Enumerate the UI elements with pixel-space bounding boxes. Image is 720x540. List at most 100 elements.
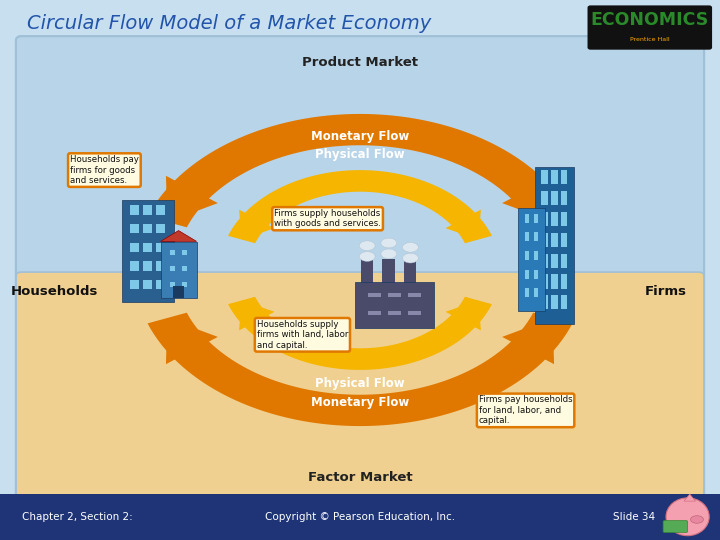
Bar: [143, 280, 152, 289]
Bar: [122, 200, 174, 302]
Bar: [355, 282, 434, 328]
Polygon shape: [502, 176, 554, 222]
Bar: [408, 293, 420, 297]
Bar: [541, 170, 548, 184]
Text: Households supply
firms with land, labor
and capital.: Households supply firms with land, labor…: [257, 320, 348, 350]
Text: Circular Flow Model of a Market Economy: Circular Flow Model of a Market Economy: [27, 14, 431, 33]
Bar: [552, 191, 557, 205]
Polygon shape: [166, 318, 218, 364]
Bar: [130, 224, 139, 233]
Bar: [534, 288, 538, 298]
Bar: [173, 286, 184, 298]
Polygon shape: [166, 176, 218, 222]
Bar: [552, 212, 557, 226]
Bar: [170, 249, 176, 255]
Bar: [561, 253, 567, 268]
Text: Physical Flow: Physical Flow: [315, 377, 405, 390]
Bar: [161, 241, 197, 298]
FancyBboxPatch shape: [16, 36, 704, 281]
Bar: [525, 288, 529, 298]
Bar: [143, 206, 152, 215]
Ellipse shape: [381, 249, 397, 259]
Bar: [534, 214, 538, 223]
Text: Chapter 2, Section 2:: Chapter 2, Section 2:: [22, 512, 132, 522]
Text: ECONOMICS: ECONOMICS: [590, 11, 708, 29]
Bar: [541, 253, 548, 268]
Bar: [181, 282, 187, 287]
FancyBboxPatch shape: [588, 5, 712, 50]
Bar: [525, 269, 529, 279]
Bar: [130, 243, 139, 252]
Bar: [525, 214, 529, 223]
Bar: [143, 224, 152, 233]
Bar: [156, 261, 165, 271]
Bar: [552, 295, 557, 309]
Bar: [541, 274, 548, 288]
Bar: [382, 259, 395, 297]
Ellipse shape: [359, 252, 375, 261]
Bar: [552, 274, 557, 288]
FancyBboxPatch shape: [663, 521, 688, 532]
Bar: [534, 167, 575, 324]
Bar: [170, 266, 176, 271]
Bar: [181, 266, 187, 271]
Bar: [181, 249, 187, 255]
Bar: [534, 269, 538, 279]
Bar: [143, 261, 152, 271]
Polygon shape: [161, 231, 197, 241]
Bar: [130, 261, 139, 271]
Bar: [541, 212, 548, 226]
Text: Prentice Hall: Prentice Hall: [629, 37, 670, 42]
Text: Product Market: Product Market: [302, 56, 418, 69]
Polygon shape: [239, 210, 274, 240]
Bar: [534, 251, 538, 260]
Text: Firms pay households
for land, labor, and
capital.: Firms pay households for land, labor, an…: [479, 395, 572, 426]
Bar: [534, 232, 538, 241]
Text: Firms supply households
with goods and services.: Firms supply households with goods and s…: [274, 209, 381, 228]
Bar: [143, 243, 152, 252]
Bar: [525, 232, 529, 241]
Polygon shape: [684, 494, 696, 501]
Ellipse shape: [666, 498, 709, 536]
Bar: [156, 206, 165, 215]
Bar: [541, 295, 548, 309]
Text: Slide 34: Slide 34: [613, 512, 654, 522]
Bar: [561, 170, 567, 184]
Bar: [561, 295, 567, 309]
Bar: [170, 282, 176, 287]
Ellipse shape: [402, 242, 418, 252]
Text: Firms: Firms: [645, 285, 687, 298]
Bar: [130, 280, 139, 289]
Text: Physical Flow: Physical Flow: [315, 147, 405, 161]
Bar: [156, 243, 165, 252]
Bar: [561, 274, 567, 288]
Bar: [0, 494, 720, 540]
Text: Copyright © Pearson Education, Inc.: Copyright © Pearson Education, Inc.: [265, 512, 455, 522]
Bar: [561, 233, 567, 247]
Polygon shape: [502, 318, 554, 364]
Bar: [388, 311, 401, 315]
Ellipse shape: [402, 253, 418, 263]
FancyBboxPatch shape: [16, 272, 704, 498]
Bar: [561, 191, 567, 205]
Bar: [156, 224, 165, 233]
Polygon shape: [228, 170, 492, 243]
Bar: [541, 233, 548, 247]
Bar: [561, 212, 567, 226]
Bar: [388, 293, 401, 297]
Ellipse shape: [359, 241, 375, 251]
Text: Households pay
firms for goods
and services.: Households pay firms for goods and servi…: [70, 155, 139, 185]
Text: Factor Market: Factor Market: [307, 471, 413, 484]
Ellipse shape: [690, 516, 703, 523]
Polygon shape: [239, 300, 274, 330]
Bar: [130, 206, 139, 215]
Bar: [404, 259, 416, 297]
Polygon shape: [148, 114, 572, 227]
Bar: [552, 253, 557, 268]
Bar: [369, 311, 381, 315]
Ellipse shape: [381, 238, 397, 248]
Text: Monetary Flow: Monetary Flow: [311, 395, 409, 409]
Bar: [369, 293, 381, 297]
Bar: [361, 259, 373, 297]
Bar: [0, 0, 720, 50]
